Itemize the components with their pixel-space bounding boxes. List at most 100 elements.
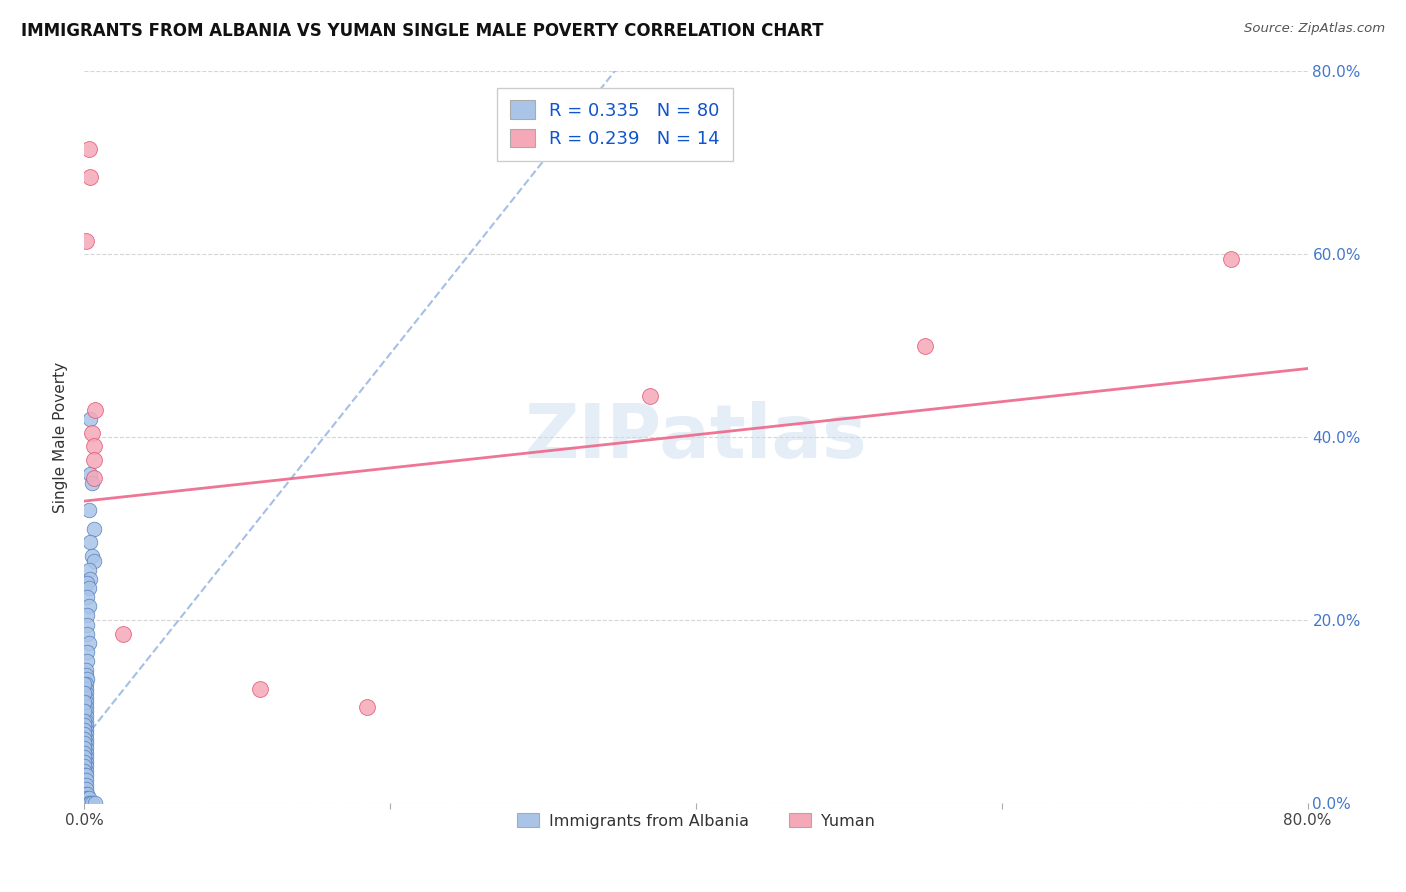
Point: [75, 750, 97, 764]
Point: [75, 705, 97, 719]
Point: [73, 705, 96, 719]
Point: [75, 772, 97, 787]
Point: [75, 740, 97, 755]
Point: [79, 796, 101, 810]
Point: [75, 764, 97, 778]
Point: [75, 718, 97, 732]
Point: [83, 453, 105, 467]
Point: [73, 736, 96, 750]
Point: [77, 563, 100, 577]
Point: [75, 723, 97, 737]
Point: [77, 599, 100, 614]
Point: [75, 699, 97, 714]
Point: [75, 690, 97, 705]
Point: [73, 731, 96, 746]
Point: [76, 576, 98, 591]
Point: [84, 402, 107, 417]
Point: [73, 759, 96, 773]
Point: [76, 617, 98, 632]
Point: [75, 686, 97, 700]
Point: [79, 572, 101, 586]
Point: [76, 645, 98, 659]
Point: [75, 782, 97, 797]
Point: [73, 772, 96, 787]
Legend: Immigrants from Albania, Yuman: Immigrants from Albania, Yuman: [510, 806, 882, 835]
Point: [1220, 252, 1243, 266]
Point: [76, 791, 98, 805]
Text: Source: ZipAtlas.com: Source: ZipAtlas.com: [1244, 22, 1385, 36]
Point: [73, 746, 96, 760]
Point: [73, 796, 96, 810]
Point: [80, 475, 103, 490]
Point: [73, 794, 96, 808]
Point: [76, 608, 98, 623]
Point: [79, 467, 101, 481]
Point: [73, 778, 96, 792]
Point: [76, 590, 98, 604]
Point: [75, 755, 97, 769]
Point: [80, 425, 103, 440]
Point: [75, 736, 97, 750]
Point: [73, 791, 96, 805]
Point: [75, 714, 97, 728]
Point: [83, 521, 105, 535]
Point: [75, 746, 97, 760]
Point: [73, 695, 96, 709]
Point: [111, 626, 134, 640]
Point: [76, 654, 98, 668]
Text: ZIPatlas: ZIPatlas: [524, 401, 868, 474]
Point: [76, 673, 98, 687]
Point: [73, 768, 96, 782]
Point: [77, 581, 100, 595]
Point: [73, 714, 96, 728]
Point: [73, 740, 96, 755]
Point: [76, 796, 98, 810]
Point: [73, 782, 96, 797]
Point: [79, 412, 101, 426]
Point: [75, 768, 97, 782]
Text: IMMIGRANTS FROM ALBANIA VS YUMAN SINGLE MALE POVERTY CORRELATION CHART: IMMIGRANTS FROM ALBANIA VS YUMAN SINGLE …: [21, 22, 824, 40]
Point: [914, 338, 936, 352]
Point: [75, 681, 97, 696]
Point: [80, 549, 103, 563]
Point: [73, 764, 96, 778]
Point: [75, 695, 97, 709]
Point: [75, 731, 97, 746]
Point: [73, 750, 96, 764]
Point: [77, 142, 100, 156]
Point: [75, 727, 97, 741]
Point: [80, 796, 103, 810]
Point: [75, 787, 97, 801]
Point: [75, 778, 97, 792]
Y-axis label: Single Male Poverty: Single Male Poverty: [53, 361, 69, 513]
Point: [73, 718, 96, 732]
Point: [83, 471, 105, 485]
Point: [75, 791, 97, 805]
Point: [75, 663, 97, 677]
Point: [83, 439, 105, 453]
Point: [77, 791, 100, 805]
Point: [638, 389, 661, 403]
Point: [84, 796, 107, 810]
Point: [249, 681, 271, 696]
Point: [73, 755, 96, 769]
Point: [79, 169, 101, 184]
Point: [75, 677, 97, 691]
Point: [356, 699, 378, 714]
Point: [75, 234, 97, 248]
Point: [75, 667, 97, 681]
Point: [73, 787, 96, 801]
Point: [76, 626, 98, 640]
Point: [73, 686, 96, 700]
Point: [77, 796, 100, 810]
Point: [76, 787, 98, 801]
Point: [73, 727, 96, 741]
Point: [79, 535, 101, 549]
Point: [73, 677, 96, 691]
Point: [75, 709, 97, 723]
Point: [73, 723, 96, 737]
Point: [75, 759, 97, 773]
Point: [83, 553, 105, 567]
Point: [77, 636, 100, 650]
Point: [77, 503, 100, 517]
